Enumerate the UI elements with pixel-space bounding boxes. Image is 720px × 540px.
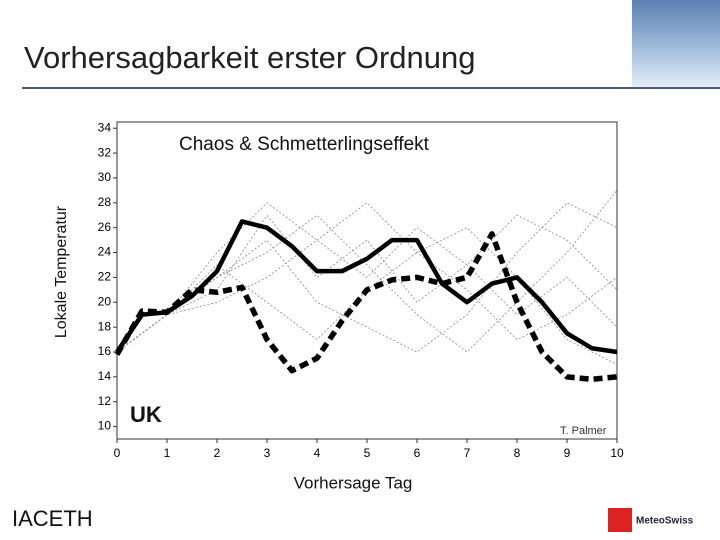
x-axis-label: Vorhersage Tag [294, 473, 413, 492]
y-tick-label: 20 [98, 294, 112, 308]
header-image [632, 0, 720, 88]
plot-frame [116, 121, 618, 440]
footer-logo: IACETH [12, 506, 93, 531]
y-tick-label: 30 [98, 170, 112, 184]
y-tick-label: 14 [98, 369, 112, 383]
footer-icon [608, 508, 632, 532]
x-tick-label: 8 [514, 446, 521, 460]
x-tick-label: 9 [564, 446, 571, 460]
y-tick-label: 24 [98, 245, 112, 259]
y-tick-label: 34 [98, 120, 112, 134]
y-tick-label: 26 [98, 220, 112, 234]
ensemble-line [116, 190, 618, 353]
x-tick-label: 0 [114, 446, 121, 460]
y-tick-label: 22 [98, 270, 112, 284]
y-tick-label: 12 [98, 394, 112, 408]
y-tick-label: 10 [98, 419, 112, 433]
y-tick-label: 32 [98, 145, 112, 159]
forecast-line [114, 231, 618, 383]
y-tick-label: 16 [98, 344, 112, 358]
x-tick-label: 2 [214, 446, 221, 460]
ensemble-line [116, 202, 618, 353]
x-tick-label: 4 [314, 446, 321, 460]
x-tick-label: 7 [464, 446, 471, 460]
footer-logo: MeteoSwiss [636, 516, 694, 527]
x-tick-label: 3 [264, 446, 271, 460]
annotation: T. Palmer [560, 425, 607, 437]
x-tick-label: 6 [414, 446, 421, 460]
y-axis-label: Lokale Temperatur [53, 205, 70, 338]
y-tick-label: 28 [98, 195, 112, 209]
slide-title: Vorhersagbarkeit erster Ordnung [24, 40, 475, 75]
x-tick-label: 1 [164, 446, 171, 460]
plot [114, 190, 618, 383]
forecast-line [115, 219, 618, 355]
y-tick-label: 18 [98, 319, 112, 333]
ensemble-line [116, 202, 618, 353]
x-tick-label: 10 [610, 446, 624, 460]
ensemble-line [116, 202, 618, 353]
annotation: UK [130, 402, 162, 427]
x-tick-label: 5 [364, 446, 371, 460]
chart-title: Chaos & Schmetterlingseffekt [179, 134, 430, 155]
